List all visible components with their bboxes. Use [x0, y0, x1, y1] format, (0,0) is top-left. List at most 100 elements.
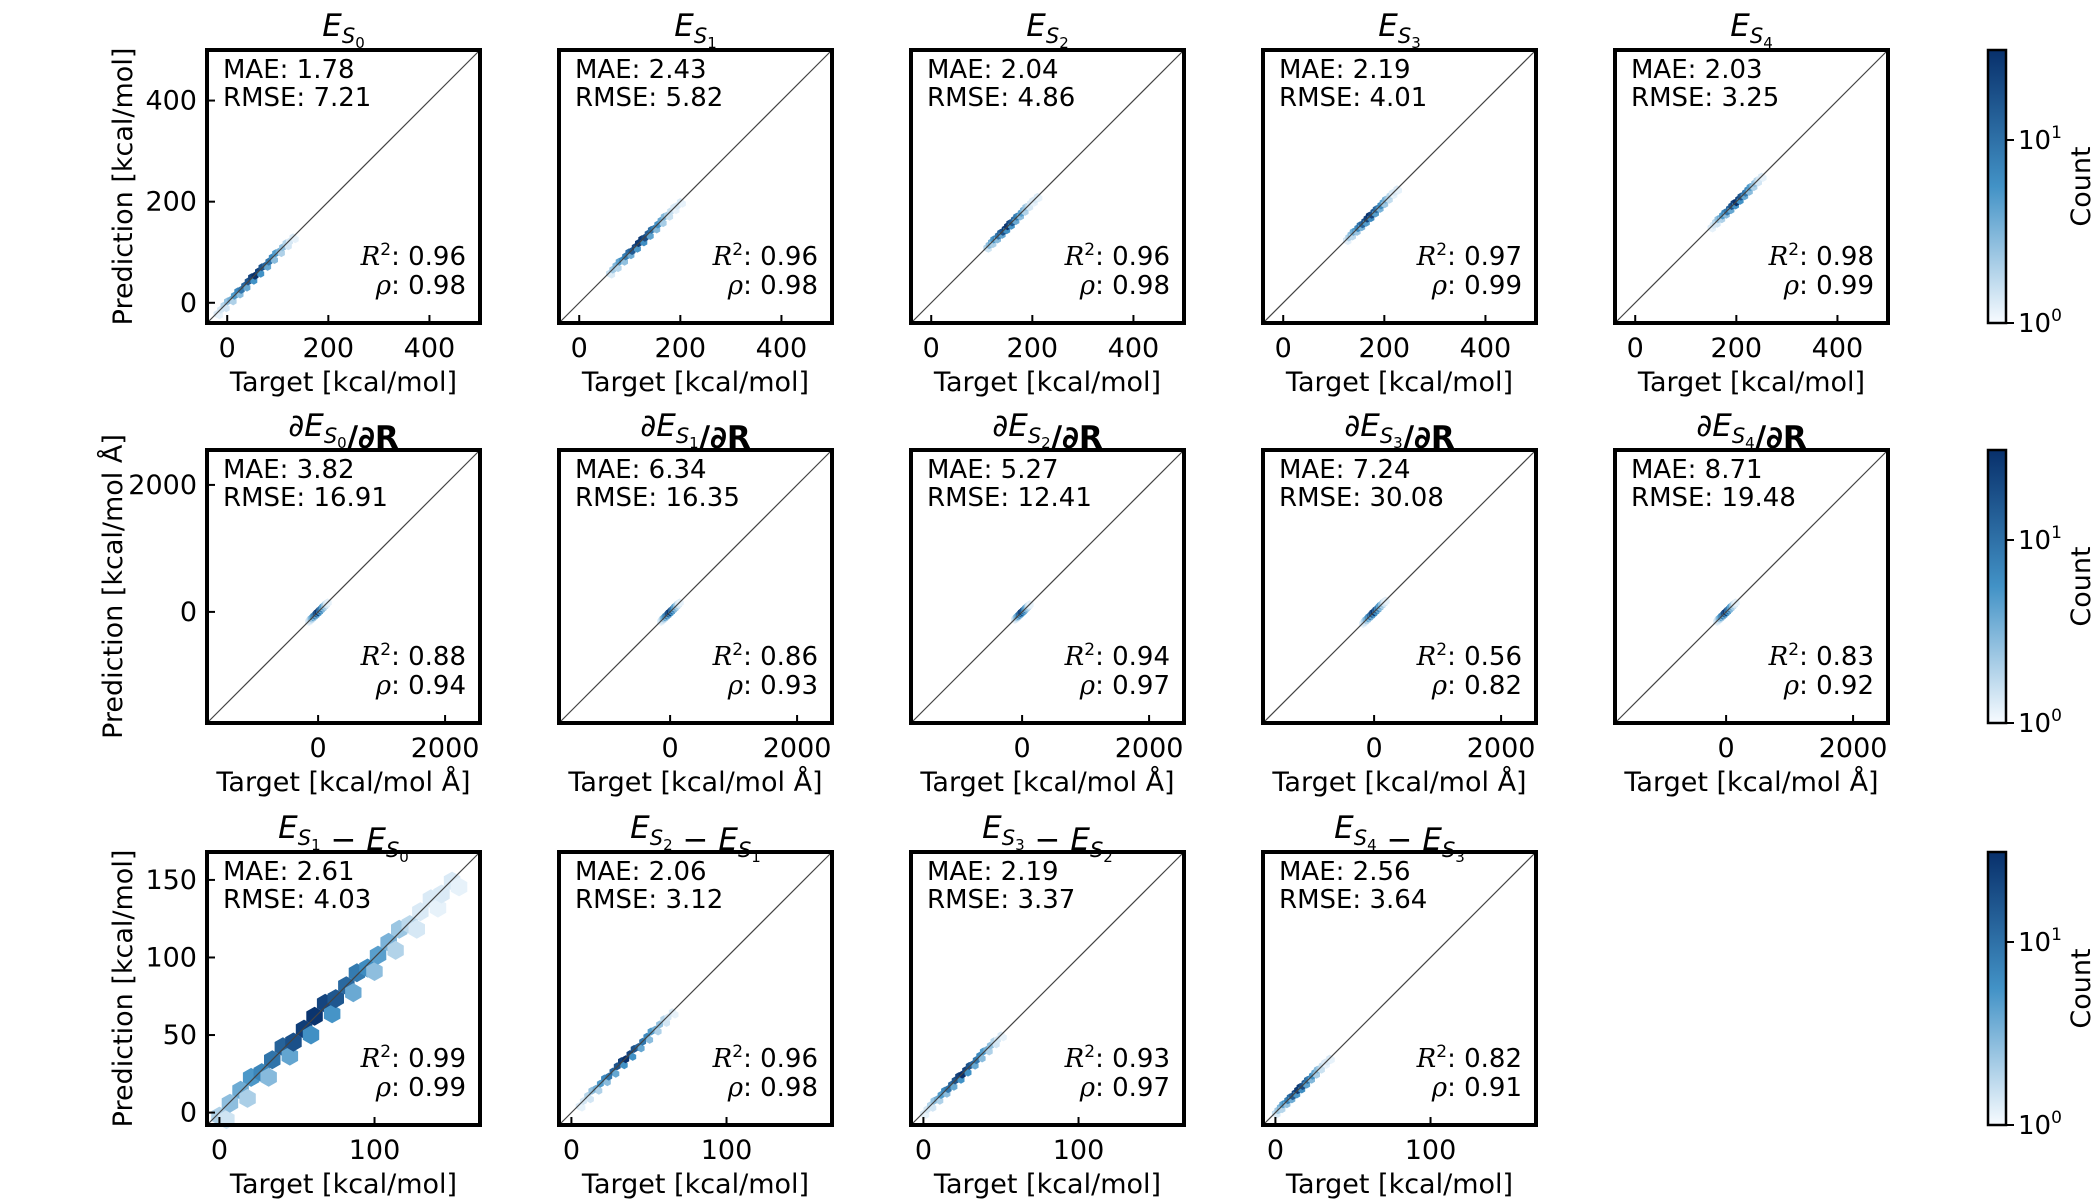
r2-label: R2: 0.82 — [1416, 1042, 1522, 1074]
panel-title: ES3 — [1378, 8, 1420, 52]
hexbin-cell — [950, 1082, 958, 1091]
colorbar-tick-label: 101 — [2018, 123, 2062, 156]
panel-title: ∂ES0/∂R — [288, 408, 399, 456]
y-tick-label: 0 — [180, 597, 197, 628]
x-tick-label: 0 — [219, 333, 236, 364]
mae-label: MAE: 2.06 — [575, 857, 707, 887]
panel-title: ES3 − ES2 — [982, 810, 1113, 866]
identity-line — [558, 851, 833, 1126]
identity-line — [558, 49, 833, 324]
colorbar — [1986, 48, 2008, 325]
hexbin-cell — [999, 1033, 1007, 1042]
x-tick-label: 2000 — [1467, 733, 1536, 764]
colorbar — [1986, 448, 2008, 725]
x-axis-label: Target [kcal/mol Å] — [919, 766, 1174, 798]
x-tick-label: 0 — [1627, 333, 1644, 364]
x-tick-label: 100 — [1405, 1135, 1457, 1166]
x-axis-label: Target [kcal/mol] — [581, 1169, 809, 1200]
identity-line — [558, 449, 833, 724]
x-axis-label: Target [kcal/mol Å] — [1271, 766, 1526, 798]
x-tick-label: 200 — [303, 333, 355, 364]
x-tick-label: 0 — [1267, 1135, 1284, 1166]
r2-label: R2: 0.88 — [360, 640, 466, 672]
rho-label: ρ: 0.98 — [727, 1073, 818, 1103]
hexbin-cell — [595, 1086, 603, 1095]
mae-label: MAE: 2.56 — [1279, 857, 1411, 887]
colorbar-row-1: 101 100 Count — [1986, 48, 2097, 339]
panel-title: ES1 − ES0 — [278, 810, 409, 866]
mae-label: MAE: 2.43 — [575, 55, 707, 85]
rmse-label: RMSE: 12.41 — [927, 483, 1092, 513]
y-tick-label: 50 — [163, 1020, 197, 1051]
rmse-label: RMSE: 3.64 — [1279, 885, 1427, 915]
axes-frame — [205, 448, 482, 725]
y-tick-label: 200 — [145, 187, 197, 218]
hexbin-cell — [285, 1032, 302, 1052]
rmse-label: RMSE: 3.37 — [927, 885, 1075, 915]
mae-label: MAE: 6.34 — [575, 455, 707, 485]
hexbin-cell — [605, 1072, 613, 1081]
hexbin-cell — [302, 1025, 320, 1045]
mae-label: MAE: 2.04 — [927, 55, 1059, 85]
rmse-label: RMSE: 4.01 — [1279, 83, 1427, 113]
x-tick-label: 100 — [1053, 1135, 1105, 1166]
colorbar — [1986, 850, 2008, 1127]
x-axis-label: Target [kcal/mol Å] — [1623, 766, 1878, 798]
hexbin-cell — [654, 1027, 662, 1036]
x-tick-label: 2000 — [411, 733, 480, 764]
y-axis-label: Prediction [kcal/mol Å] — [97, 434, 129, 739]
panel-title: ES4 — [1730, 8, 1772, 52]
hexbin-cell — [324, 598, 332, 607]
rmse-label: RMSE: 16.91 — [223, 483, 388, 513]
x-tick-label: 2000 — [763, 733, 832, 764]
identity-line — [1614, 49, 1889, 324]
hexbin-cell — [671, 1010, 679, 1019]
axes-frame — [909, 48, 1186, 325]
mae-label: MAE: 2.61 — [223, 857, 355, 887]
rho-label: ρ: 0.99 — [1431, 271, 1522, 301]
x-tick-label: 2000 — [1819, 733, 1888, 764]
x-tick-label: 200 — [1711, 333, 1763, 364]
rmse-label: RMSE: 3.25 — [1631, 83, 1779, 113]
colorbar-label: Count — [2066, 546, 2097, 626]
x-axis-label: Target [kcal/mol] — [229, 1169, 457, 1200]
hexbin-cell — [620, 1061, 628, 1070]
x-tick-label: 100 — [701, 1135, 753, 1166]
hexbin-cell — [936, 1096, 944, 1105]
hexbin-cell — [281, 1046, 299, 1066]
axes-frame — [1613, 48, 1890, 325]
mae-label: MAE: 7.24 — [1279, 455, 1411, 485]
x-tick-label: 200 — [1007, 333, 1059, 364]
axes-frame — [557, 850, 834, 1127]
hexbin-cell — [629, 1052, 637, 1061]
identity-line — [910, 449, 1185, 724]
hexbin-cell — [260, 1067, 277, 1087]
x-tick-label: 0 — [211, 1135, 228, 1166]
rho-label: ρ: 0.98 — [375, 271, 466, 301]
rmse-label: RMSE: 4.03 — [223, 885, 371, 915]
y-tick-label: 100 — [145, 942, 197, 973]
panel-title: ES0 — [322, 8, 364, 52]
mae-label: MAE: 1.78 — [223, 55, 355, 85]
identity-line — [1262, 449, 1537, 724]
r2-label: R2: 0.93 — [1064, 1042, 1170, 1074]
x-axis-label: Target [kcal/mol] — [933, 1169, 1161, 1200]
colorbar-tick-label: 100 — [2018, 706, 2062, 739]
r2-label: R2: 0.96 — [712, 240, 818, 272]
identity-line — [910, 851, 1185, 1126]
y-axis-label: Prediction [kcal/mol] — [108, 48, 139, 326]
hexbin-cell — [408, 919, 425, 939]
hexbin-cell — [646, 1035, 654, 1044]
x-tick-label: 0 — [662, 733, 679, 764]
hexbin-cell — [1732, 598, 1740, 607]
r2-label: R2: 0.96 — [360, 240, 466, 272]
panel-title: ES2 — [1026, 8, 1068, 52]
hexbin-cell — [985, 1047, 993, 1056]
axes-frame — [1613, 448, 1890, 725]
